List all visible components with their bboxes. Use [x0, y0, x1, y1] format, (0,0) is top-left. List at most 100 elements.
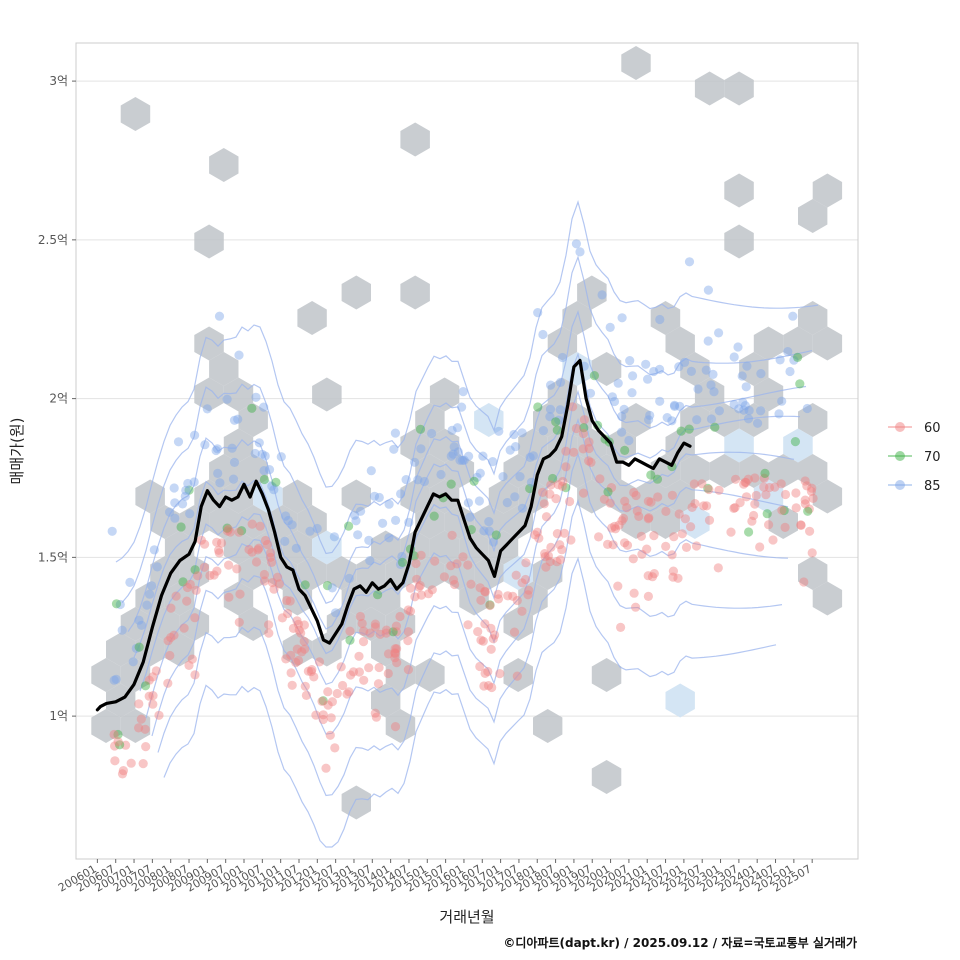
- scatter-point: [327, 583, 337, 593]
- scatter-point: [180, 491, 190, 501]
- scatter-point: [483, 681, 494, 691]
- scatter-point: [396, 489, 406, 499]
- hexbin-cell: [297, 505, 327, 539]
- scatter-point: [541, 512, 552, 522]
- scatter-point: [569, 447, 579, 457]
- scatter-point: [566, 535, 576, 545]
- scatter-point: [212, 444, 222, 454]
- scatter-point: [359, 626, 369, 636]
- scatter-point: [756, 369, 766, 379]
- scatter-point: [614, 520, 624, 530]
- hexbin-cell: [753, 326, 784, 361]
- scatter-point: [311, 710, 321, 720]
- scatter-point: [151, 666, 161, 676]
- scatter-point: [699, 501, 709, 511]
- hexbin-cell: [429, 530, 460, 565]
- scatter-point: [750, 499, 760, 509]
- scatter-point: [292, 616, 302, 626]
- scatter-point: [545, 489, 555, 499]
- scatter-point: [475, 583, 485, 593]
- scatter-point: [502, 498, 512, 508]
- scatter-point: [642, 544, 652, 554]
- scatter-point: [674, 509, 684, 519]
- hexbin-cell: [164, 581, 195, 616]
- scatter-point: [390, 648, 400, 658]
- scatter-point: [187, 654, 197, 664]
- scatter-point: [346, 670, 356, 680]
- scatter-point: [788, 311, 798, 321]
- scatter-point: [632, 506, 642, 516]
- hexbin-cell: [680, 454, 710, 488]
- scatter-point: [169, 630, 179, 640]
- scatter-point: [684, 257, 695, 267]
- scatter-point: [196, 535, 206, 545]
- scatter-point: [681, 542, 692, 553]
- hexbin-cell: [606, 479, 636, 514]
- scatter-point: [390, 649, 400, 659]
- scatter-point: [244, 544, 254, 555]
- scatter-point: [282, 595, 292, 606]
- scatter-point: [388, 627, 398, 637]
- scatter-point: [250, 448, 260, 459]
- hexbin-cell: [724, 224, 754, 259]
- scatter-point: [764, 482, 775, 493]
- scatter-point: [551, 494, 561, 504]
- scatter-point: [750, 473, 760, 483]
- hexbin-cell: [798, 403, 828, 437]
- scatter-point: [269, 485, 279, 495]
- scatter-point: [488, 457, 498, 467]
- hexbin-cell: [503, 556, 533, 590]
- scatter-point: [321, 763, 331, 773]
- density-contour: [139, 389, 795, 692]
- scatter-point: [358, 637, 369, 647]
- scatter-point: [667, 416, 677, 426]
- scatter-point: [280, 536, 290, 547]
- scatter-point: [365, 628, 375, 638]
- scatter-point: [126, 758, 136, 768]
- trend-layer: [95, 358, 692, 712]
- scatter-point: [731, 474, 741, 484]
- scatter-point: [390, 722, 401, 732]
- scatter-point: [488, 537, 499, 547]
- scatter-point: [494, 426, 504, 436]
- hexbin-cell: [636, 479, 666, 514]
- hexbin-cell: [562, 301, 592, 335]
- hexbin-cell: [150, 505, 180, 539]
- scatter-point: [397, 557, 408, 568]
- scatter-point: [776, 479, 786, 489]
- scatter-point: [329, 532, 339, 542]
- scatter-point: [336, 662, 346, 672]
- scatter-point: [690, 499, 700, 509]
- scatter-point: [273, 572, 283, 582]
- scatter-point: [692, 415, 702, 425]
- scatter-point: [800, 499, 810, 509]
- scatter-point: [189, 477, 199, 487]
- scatter-point: [403, 636, 413, 646]
- scatter-point: [634, 511, 644, 521]
- scatter-point: [747, 516, 757, 526]
- scatter-point: [458, 387, 468, 397]
- scatter-point: [488, 634, 498, 644]
- scatter-point: [710, 422, 720, 432]
- scatter-point: [182, 596, 192, 606]
- scatter-point: [323, 700, 333, 710]
- scatter-point: [288, 623, 298, 634]
- scatter-point: [147, 581, 157, 591]
- scatter-point: [744, 405, 754, 416]
- scatter-point: [254, 438, 264, 448]
- scatter-point: [469, 476, 479, 486]
- scatter-point: [423, 589, 434, 599]
- scatter-point: [517, 503, 528, 513]
- scatter-point: [392, 658, 402, 668]
- scatter-point: [232, 564, 242, 574]
- scatter-point: [802, 481, 812, 491]
- scatter-point: [751, 490, 761, 501]
- scatter-layer: [107, 239, 818, 779]
- scatter-point: [166, 632, 176, 643]
- scatter-point: [545, 404, 556, 414]
- scatter-point: [345, 635, 355, 645]
- scatter-point: [354, 651, 364, 661]
- hexbin-cell: [179, 505, 210, 539]
- scatter-point: [661, 506, 671, 516]
- hexbin-cell: [459, 581, 489, 616]
